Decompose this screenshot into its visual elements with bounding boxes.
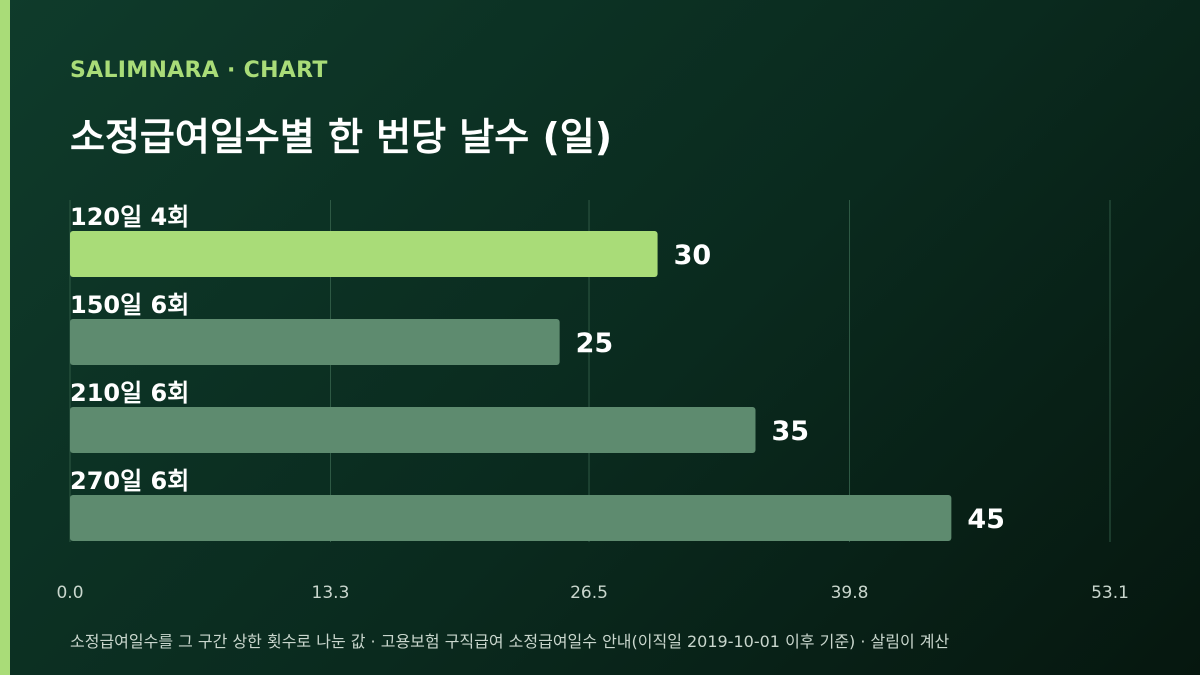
footnote: 소정급여일수를 그 구간 상한 횟수로 나눈 값 · 고용보험 구직급여 소정급… [70, 632, 950, 651]
x-tick-label: 26.5 [570, 583, 608, 603]
bar [70, 495, 952, 541]
x-tick-label: 53.1 [1091, 583, 1129, 603]
brand-label: SALIMNARA · CHART [70, 58, 328, 83]
value-label: 30 [674, 240, 712, 271]
x-tick-label: 39.8 [831, 583, 869, 603]
chart-title: 소정급여일수별 한 번당 날수 (일) [70, 115, 613, 159]
bar [70, 407, 756, 453]
x-tick-label: 0.0 [56, 583, 83, 603]
bars: 120일 4회 30 150일 6회 25 210일 6회 35 270일 6회 45 [70, 203, 1005, 541]
x-axis-ticks: 0.0 13.3 26.5 39.8 53.1 [56, 583, 1128, 603]
bar [70, 231, 658, 277]
category-label: 210일 6회 [70, 379, 189, 407]
value-label: 45 [967, 504, 1005, 535]
category-label: 150일 6회 [70, 291, 189, 319]
accent-bar [0, 0, 10, 675]
x-tick-label: 13.3 [312, 583, 350, 603]
category-label: 120일 4회 [70, 203, 189, 231]
value-label: 25 [576, 328, 614, 359]
value-label: 35 [771, 416, 809, 447]
category-label: 270일 6회 [70, 467, 189, 495]
bar [70, 319, 560, 365]
